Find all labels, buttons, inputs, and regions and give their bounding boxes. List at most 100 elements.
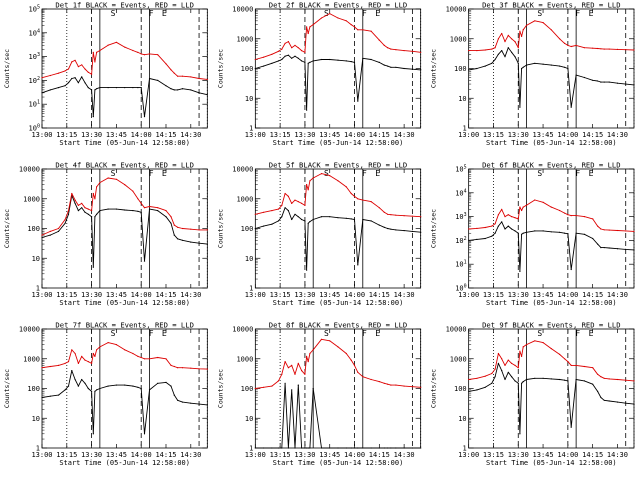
series-lld-point xyxy=(320,338,323,340)
panel-title: Det 1f BLACK = Events, RED = LLD xyxy=(55,1,193,10)
series-lld-point xyxy=(301,50,303,52)
series-events-point xyxy=(497,53,499,55)
x-tick-label: 14:30 xyxy=(180,451,201,459)
series-lld-point xyxy=(77,66,79,68)
series-lld-point xyxy=(403,50,405,52)
series-events-point xyxy=(550,231,552,233)
series-lld-point xyxy=(567,214,569,216)
series-lld-point xyxy=(137,355,139,357)
series-lld-point xyxy=(378,381,380,383)
series-lld-point xyxy=(99,182,101,184)
series-events-point xyxy=(390,228,392,230)
series-lld-point xyxy=(92,192,94,195)
series-events-point xyxy=(173,234,175,236)
series-lld-point xyxy=(357,371,359,373)
x-tick-label: 13:00 xyxy=(31,291,52,299)
series-lld-point xyxy=(206,368,208,370)
series-events-point xyxy=(468,239,470,241)
series-events-point xyxy=(81,76,83,78)
x-tick-label: 14:15 xyxy=(155,131,176,139)
series-lld-point xyxy=(345,186,347,188)
series-events-point xyxy=(132,385,134,387)
series-events-point xyxy=(504,56,506,58)
series-lld-point xyxy=(107,342,109,344)
plot-frame xyxy=(468,8,635,129)
series-lld-point xyxy=(173,365,175,368)
series-lld-point xyxy=(170,69,172,71)
series-events-point xyxy=(494,58,496,61)
series-events-point xyxy=(420,231,422,233)
series-lld-point xyxy=(57,72,60,74)
series-events-point xyxy=(550,64,552,66)
series-lld-point xyxy=(575,44,577,47)
series-events-point xyxy=(600,81,602,83)
marker-letter-f: F xyxy=(149,9,154,18)
series-events-point xyxy=(616,248,619,250)
series-lld-point xyxy=(320,173,323,175)
y-tick-label: 10 xyxy=(458,95,466,103)
series-events-point xyxy=(57,230,60,232)
panel-title: Det 3f BLACK = Events, RED = LLD xyxy=(482,1,620,10)
series-events-point xyxy=(395,229,397,231)
marker-letter-e: E xyxy=(589,9,594,18)
series-events-point xyxy=(49,234,51,236)
series-events-point xyxy=(353,218,356,221)
marker-letter-e: E xyxy=(375,169,380,178)
series-lld-point xyxy=(387,47,389,49)
series-lld-point xyxy=(362,376,364,378)
series-events-point xyxy=(74,378,76,381)
series-events-point xyxy=(297,57,299,59)
series-events-point xyxy=(517,232,519,234)
x-axis-label: Start Time (05-Jun-14 12:58:00) xyxy=(273,139,404,147)
y-tick-label: 10000 xyxy=(446,6,467,14)
series-lld-point xyxy=(271,385,273,387)
series-events-point xyxy=(476,67,478,70)
series-lld-point xyxy=(420,216,422,218)
marker-letter-s: S xyxy=(537,169,542,178)
series-lld-point xyxy=(281,204,283,206)
series-events-point xyxy=(115,208,117,210)
series-lld-point xyxy=(600,376,602,378)
series-events-point xyxy=(592,237,594,240)
plot-frame xyxy=(41,8,208,129)
series-lld-point xyxy=(115,41,117,43)
x-tick-label: 13:30 xyxy=(508,451,529,459)
series-events-point xyxy=(181,239,184,241)
series-events-point xyxy=(281,216,283,218)
series-lld-point xyxy=(132,190,134,192)
x-tick-label: 13:30 xyxy=(81,291,102,299)
series-lld-point xyxy=(370,201,372,203)
y-tick-label: 102 xyxy=(455,236,466,245)
series-lld-point xyxy=(525,204,528,206)
series-events-point xyxy=(281,447,283,449)
marker-letter-e: E xyxy=(589,329,594,338)
series-lld-point xyxy=(491,225,493,227)
y-tick-label: 103 xyxy=(29,52,40,61)
series-lld-point xyxy=(383,44,385,47)
series-events-point xyxy=(87,87,89,89)
series-lld-point xyxy=(575,215,577,217)
series-events-point xyxy=(357,100,359,102)
series-lld-point xyxy=(173,224,175,226)
series-lld-point xyxy=(517,218,519,220)
series-lld-point xyxy=(287,195,289,197)
series-events-point xyxy=(143,260,146,262)
y-tick-label: 10000 xyxy=(232,326,253,334)
series-lld-point xyxy=(387,383,389,385)
y-tick-label: 10000 xyxy=(232,6,253,14)
series-lld-point xyxy=(411,50,413,52)
series-events-point xyxy=(287,54,289,56)
series-lld-point xyxy=(597,225,599,227)
series-events-point xyxy=(307,62,309,64)
series-lld-point xyxy=(597,47,599,50)
series-lld-point xyxy=(284,42,286,45)
x-tick-label: 13:15 xyxy=(270,131,291,139)
series-lld-point xyxy=(64,70,66,72)
series-events-point xyxy=(329,58,331,61)
series-events-point xyxy=(284,55,286,57)
series-lld-point xyxy=(71,192,73,195)
y-tick-label: 10 xyxy=(245,415,253,423)
series-events-point xyxy=(570,426,572,428)
series-events-point xyxy=(570,106,572,108)
series-lld-point xyxy=(177,75,179,77)
